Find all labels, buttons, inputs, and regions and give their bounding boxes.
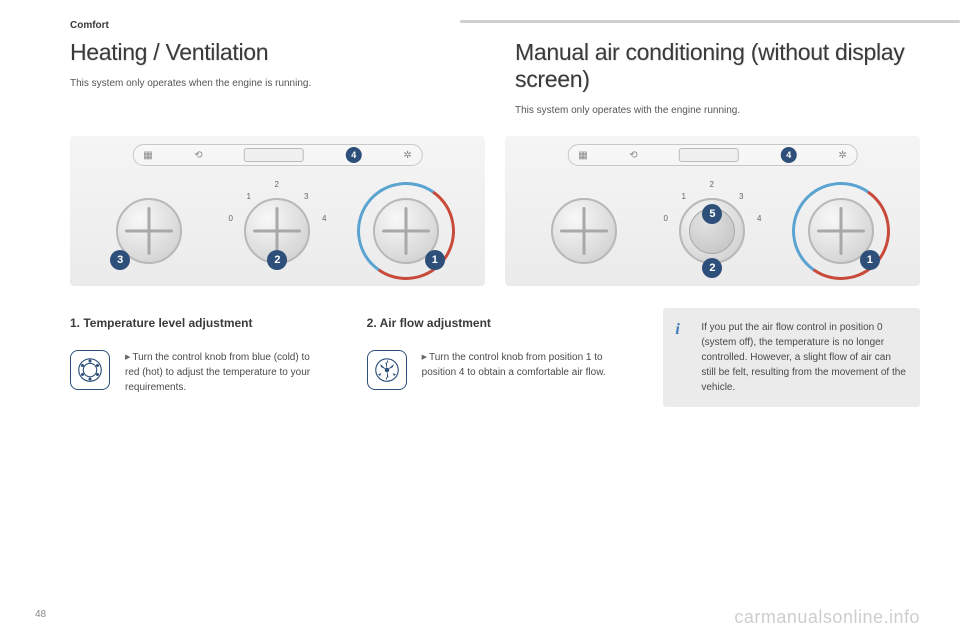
control-panels: ▦ ⟲ 4 ✲ 3 0 1 2 3: [70, 136, 920, 286]
page-number: 48: [35, 609, 46, 620]
temperature-dial: 1: [361, 186, 451, 276]
badge-4: 4: [346, 147, 362, 163]
recirc-icon: ⟲: [194, 150, 202, 161]
hvac-panel-left: ▦ ⟲ 4 ✲ 3 0 1 2 3: [70, 136, 485, 286]
info-text: If you put the air flow control in posit…: [701, 322, 906, 393]
heading-left: Heating / Ventilation: [70, 39, 475, 66]
watermark: carmanualsonline.info: [734, 607, 920, 628]
info-icon: i: [675, 318, 679, 342]
badge-1: 1: [860, 250, 880, 270]
airflow-knob-icon: [367, 350, 407, 390]
page-content: Comfort Heating / Ventilation This syste…: [0, 0, 960, 407]
badge-5: 5: [702, 204, 722, 224]
air-distribution-dial: 3: [104, 186, 194, 276]
badge-1: 1: [425, 250, 445, 270]
defrost-icon: ▦: [143, 150, 152, 161]
subtitle-right: This system only operates with the engin…: [515, 105, 920, 116]
badge-2: 2: [702, 258, 722, 278]
section1-text: Turn the control knob from blue (cold) t…: [125, 350, 327, 395]
panel-top-bar: ▦ ⟲ 4 ✲: [567, 144, 858, 166]
fan-speed-dial: 0 1 2 3 4 2: [232, 186, 322, 276]
temperature-knob-icon: [70, 350, 110, 390]
hvac-panel-right: ▦ ⟲ 4 ✲ 0 1 2 3 4: [505, 136, 920, 286]
subtitle-left: This system only operates when the engin…: [70, 78, 475, 89]
section1-heading: 1. Temperature level adjustment: [70, 316, 327, 330]
badge-2: 2: [267, 250, 287, 270]
temperature-dial: 1: [796, 186, 886, 276]
fan-icon: ✲: [403, 150, 411, 161]
section-label: Comfort: [70, 20, 920, 31]
display-placeholder: [244, 148, 304, 162]
fan-speed-dial: 0 1 2 3 4 5 2: [667, 186, 757, 276]
section2-heading: 2. Air flow adjustment: [367, 316, 624, 330]
fan-icon: ✲: [838, 150, 846, 161]
display-placeholder: [679, 148, 739, 162]
air-distribution-dial: [539, 186, 629, 276]
section2-text: Turn the control knob from position 1 to…: [422, 350, 624, 380]
heading-right: Manual air conditioning (without display…: [515, 39, 920, 93]
info-box: i If you put the air flow control in pos…: [663, 308, 920, 407]
panel-top-bar: ▦ ⟲ 4 ✲: [132, 144, 423, 166]
badge-4: 4: [781, 147, 797, 163]
recirc-icon: ⟲: [629, 150, 637, 161]
defrost-icon: ▦: [578, 150, 587, 161]
